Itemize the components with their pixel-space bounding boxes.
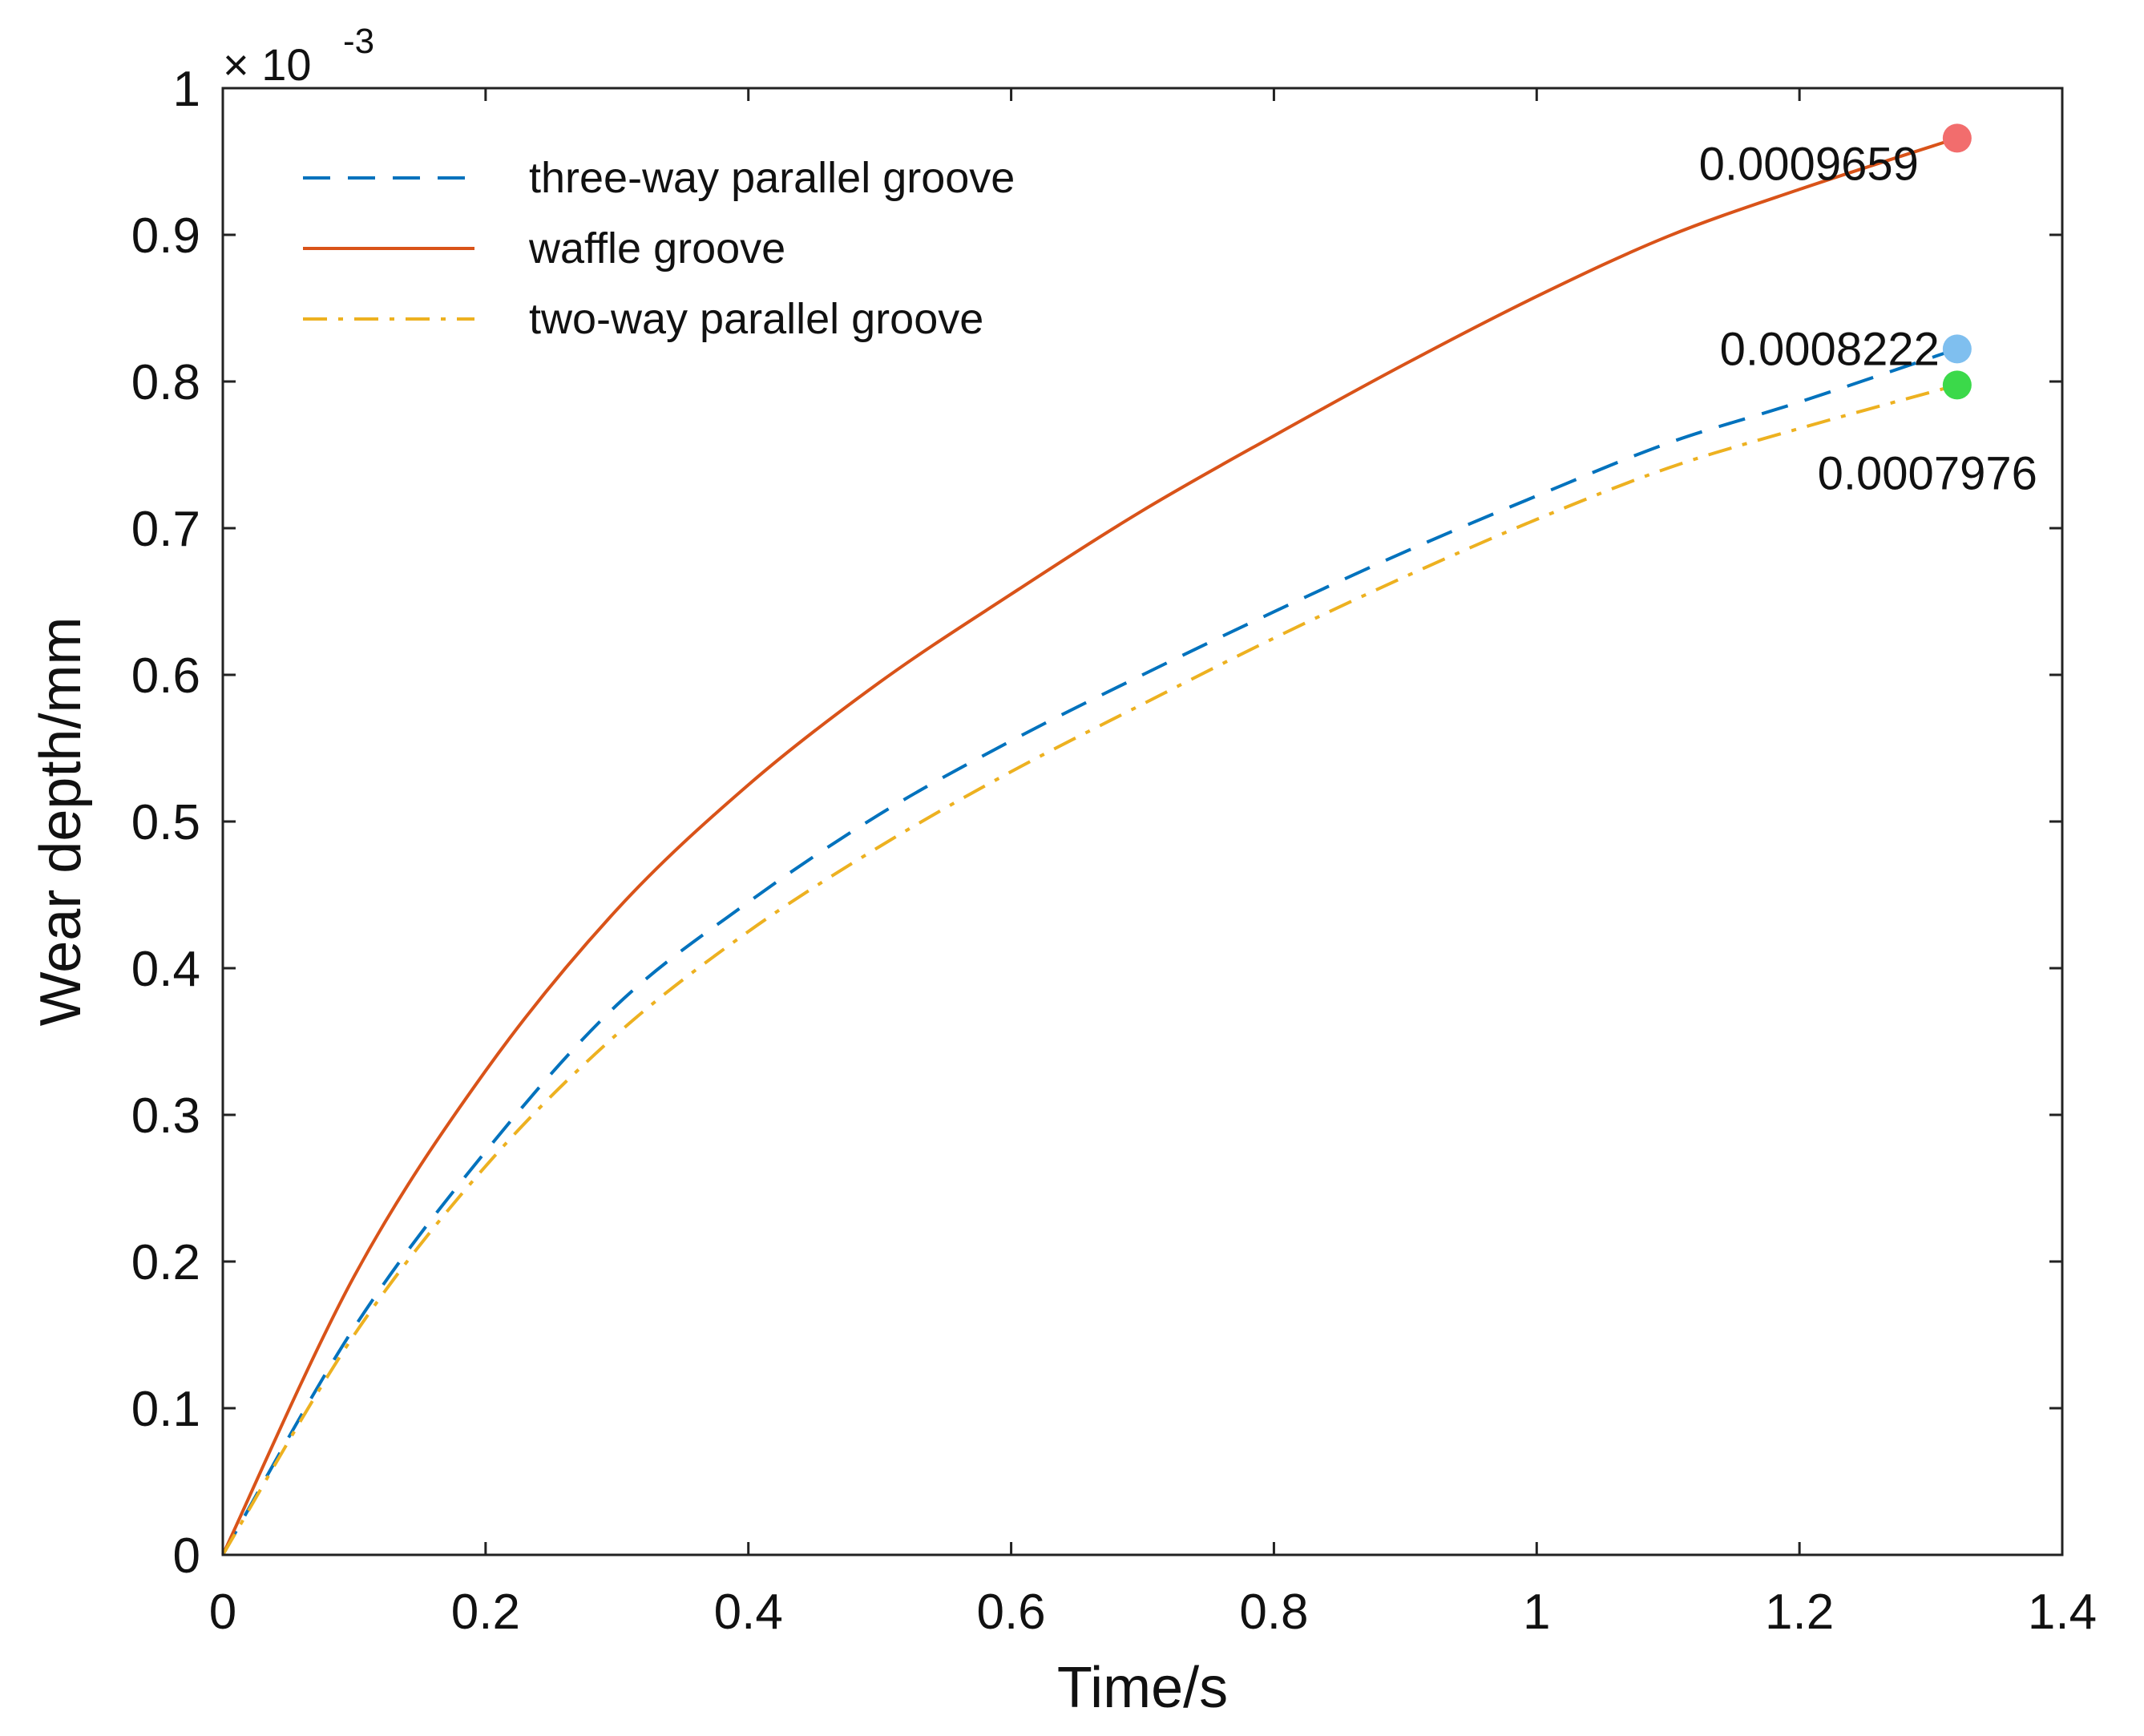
legend-label-3: two-way parallel groove: [529, 295, 983, 343]
annotations-layer: 0.0009659 0.0008222 0.0007976: [1699, 123, 2037, 499]
x-axis-label: Time/s: [1057, 1656, 1228, 1720]
y-tick-label: 0.9: [131, 208, 200, 264]
legend-label-2: waffle groove: [528, 224, 785, 273]
y-tick-label: 0.1: [131, 1382, 200, 1437]
data-point-marker-1: [1942, 123, 1972, 153]
x-tick-label: 0.8: [1239, 1585, 1308, 1640]
x-tick-label: 0: [209, 1585, 236, 1640]
data-point-label-2: 0.0008222: [1720, 323, 1940, 375]
y-tick-label: 0.8: [131, 355, 200, 410]
data-point-label-1: 0.0009659: [1699, 138, 1919, 190]
x-tick-label: 0.6: [976, 1585, 1045, 1640]
series-line-2: [221, 136, 1958, 1556]
legend: three-way parallel groove waffle groove tw…: [303, 154, 1015, 343]
legend-label-1: three-way parallel groove: [529, 154, 1015, 202]
data-point-marker-3: [1942, 370, 1972, 400]
y-tick-label: 0: [173, 1528, 200, 1584]
x-tick-label: 1.2: [1765, 1585, 1834, 1640]
y-tick-label: 0.6: [131, 648, 200, 704]
y-tick-label: 0.4: [131, 942, 200, 997]
y-tick-label: 0.3: [131, 1088, 200, 1144]
axes-frame: [221, 87, 2064, 1556]
x-tick-label: 1: [1523, 1585, 1550, 1640]
y-exponent-power: -3: [343, 22, 374, 61]
ticks-layer: 0 0.2 0.4 0.6 0.8 1 1.2 1.4 0 0.1 0.2 0.3 0.4 0.5 0.6 0…: [131, 62, 2097, 1640]
x-tick-label: 1.4: [2028, 1585, 2097, 1640]
x-tick-label: 0.2: [451, 1585, 520, 1640]
y-axis-label: Wear depth/mm: [29, 617, 93, 1027]
y-exponent-prefix: × 10: [223, 39, 312, 90]
plot-layer: [221, 136, 1958, 1556]
series-line-1: [221, 347, 1958, 1556]
y-tick-label: 0.2: [131, 1235, 200, 1290]
data-point-marker-2: [1942, 334, 1972, 364]
y-tick-label: 1: [173, 62, 200, 117]
data-point-label-3: 0.0007976: [1818, 447, 2037, 499]
y-tick-label: 0.7: [131, 502, 200, 557]
y-tick-label: 0.5: [131, 795, 200, 850]
series-line-3: [221, 383, 1958, 1556]
x-tick-label: 0.4: [714, 1585, 783, 1640]
